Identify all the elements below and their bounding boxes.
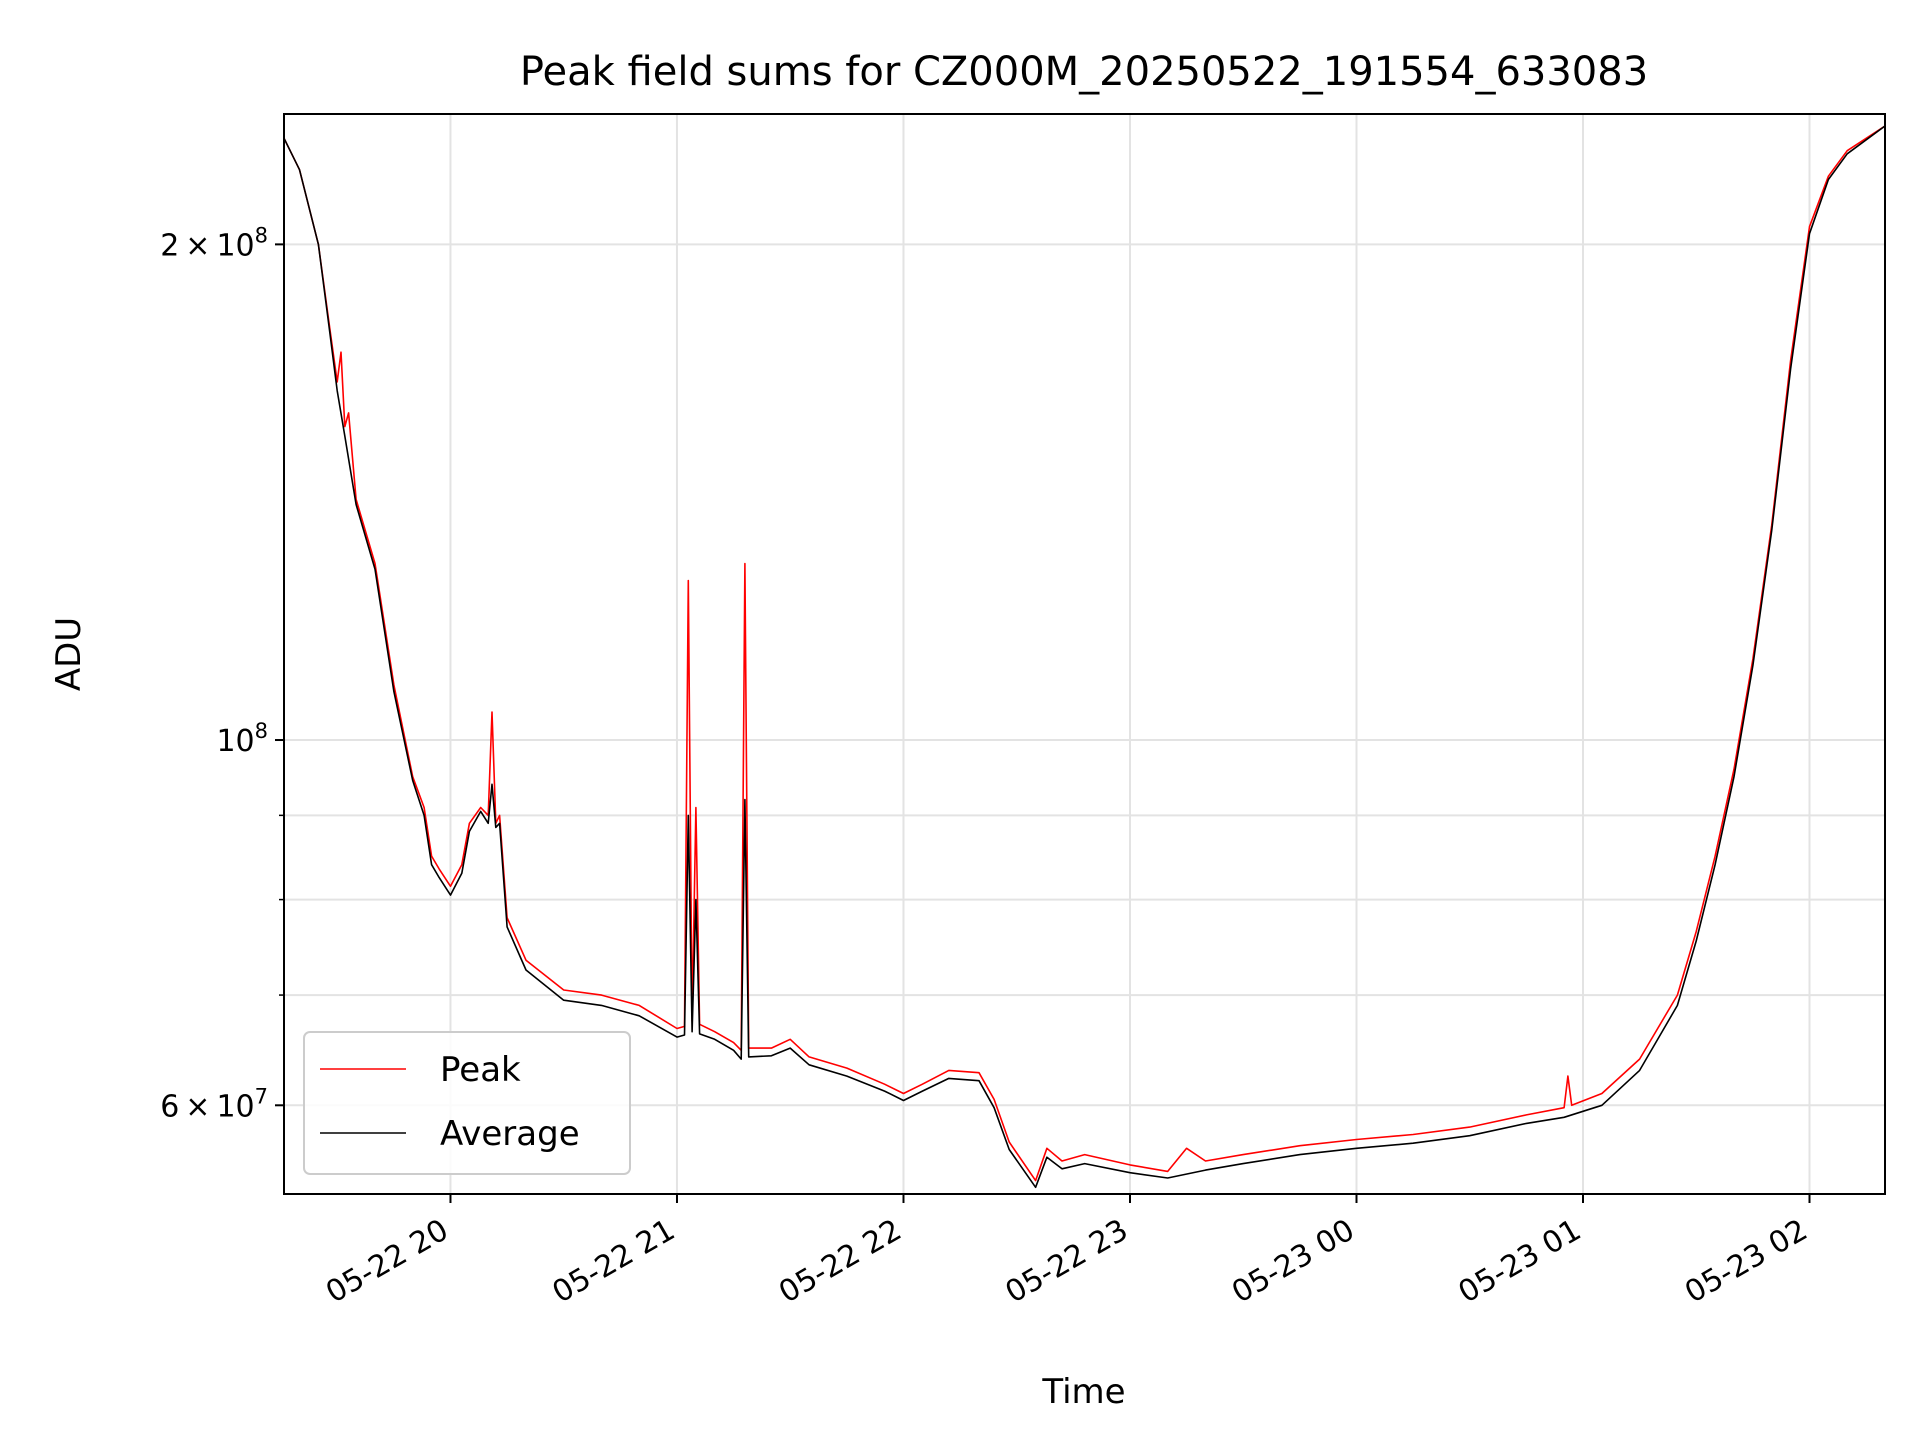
y-tick-label: 2 × 108: [160, 223, 268, 263]
legend-label-average: Average: [440, 1114, 580, 1154]
plot-frame: [283, 113, 1886, 1195]
series-line-average: [284, 125, 1885, 1189]
y-tick-label: 108: [216, 719, 268, 759]
y-axis-ticks: 6 × 107 108 2 × 108: [160, 223, 284, 1124]
x-axis-label: Time: [1041, 1372, 1125, 1412]
y-tick-label: 6 × 107: [160, 1084, 268, 1124]
series-line-peak: [284, 125, 1885, 1182]
legend-label-peak: Peak: [440, 1050, 521, 1090]
chart-title: Peak field sums for CZ000M_20250522_1915…: [520, 49, 1648, 95]
legend-box: [303, 1031, 631, 1175]
y-axis-label: ADU: [49, 617, 89, 691]
grid-lines: [284, 114, 1885, 1194]
legend: Peak Average: [303, 1031, 631, 1175]
series-lines: [284, 125, 1885, 1189]
